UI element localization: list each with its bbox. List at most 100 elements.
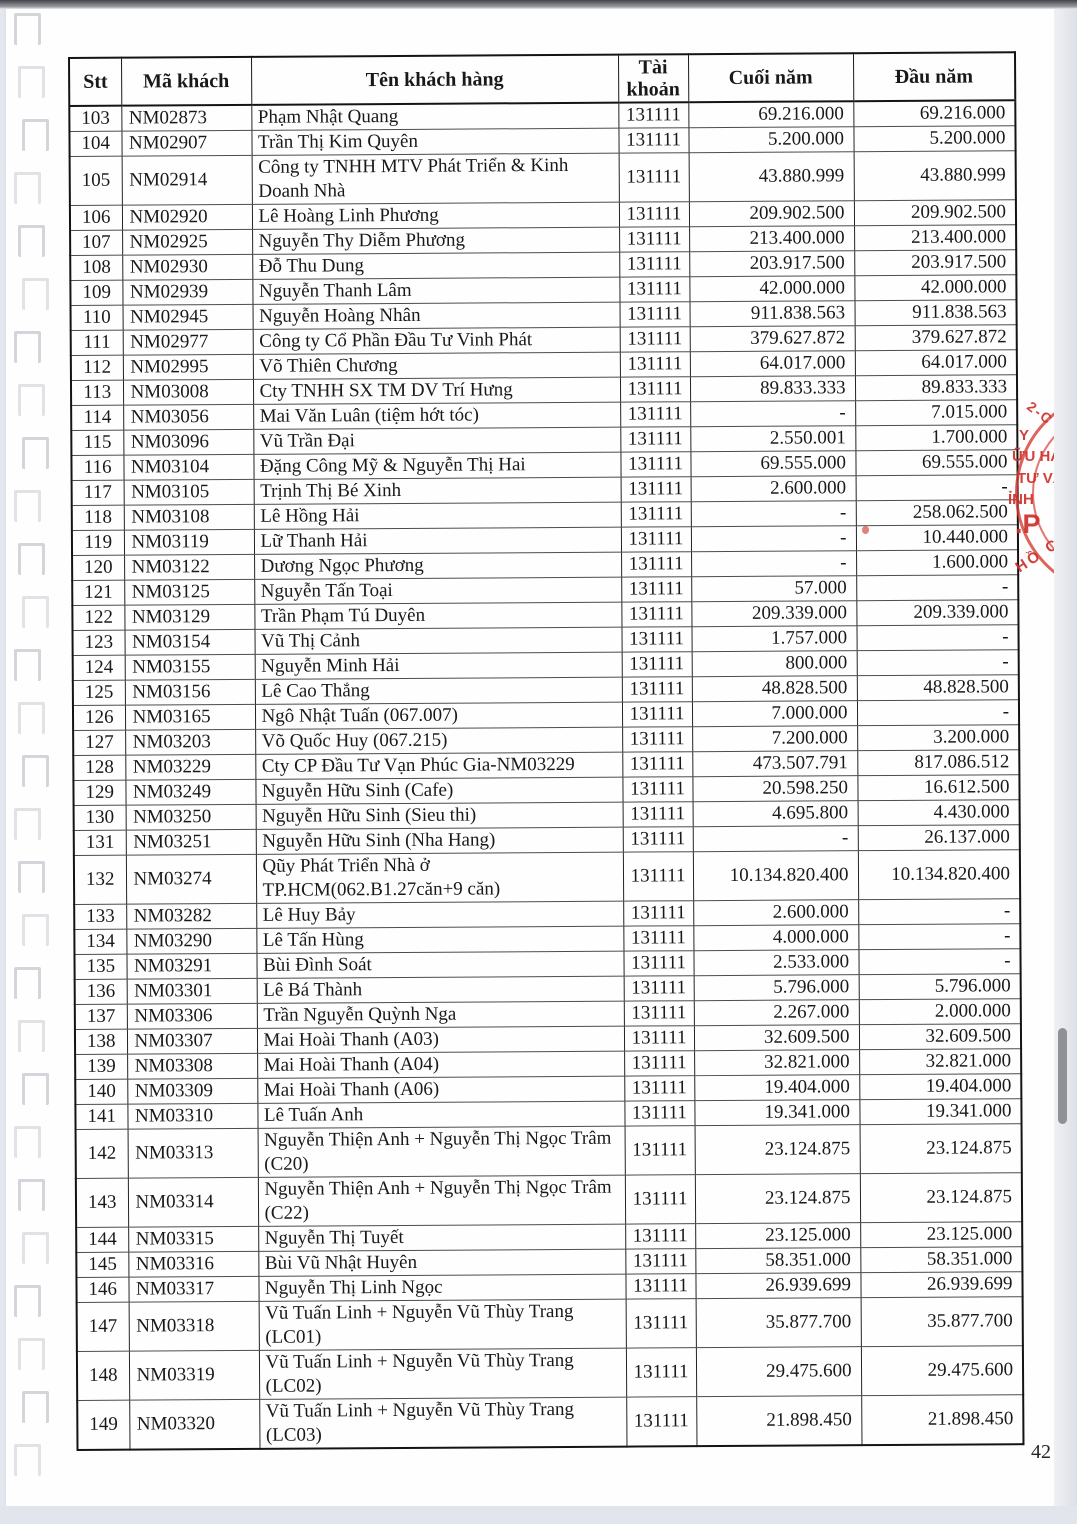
cell-ma_khach: NM03306	[126, 1003, 257, 1030]
cell-dau_nam: 21.898.450	[861, 1394, 1024, 1446]
cell-tai_khoan: 131111	[620, 526, 692, 553]
cell-stt: 112	[70, 355, 123, 381]
cell-dau_nam: -	[856, 699, 1020, 726]
cell-ma_khach: NM02939	[122, 279, 253, 306]
cell-dau_nam: -	[858, 948, 1021, 975]
binding-hole	[18, 1020, 45, 1052]
binding-hole	[14, 172, 41, 204]
cell-tai_khoan: 131111	[625, 1248, 696, 1275]
cell-tai_khoan: 131111	[623, 925, 694, 952]
cell-dau_nam: 10.134.820.400	[857, 849, 1021, 900]
cell-ma_khach: NM02945	[122, 304, 253, 331]
cell-dau_nam: 89.833.333	[854, 374, 1018, 401]
cell-stt: 124	[72, 655, 125, 681]
cell-stt: 129	[73, 780, 126, 806]
cell-cuoi_nam: 35.877.700	[695, 1297, 861, 1348]
cell-ma_khach: NM03108	[123, 504, 254, 531]
cell-ma_khach: NM03315	[128, 1226, 259, 1253]
cell-cuoi_nam: 203.917.500	[689, 250, 855, 277]
cell-stt: 142	[75, 1129, 128, 1179]
cell-dau_nam: 26.939.699	[860, 1271, 1023, 1298]
header-cell-dau_nam: Đầu năm	[852, 52, 1016, 102]
cell-ma_khach: NM03320	[129, 1399, 260, 1450]
cell-cuoi_nam: 7.200.000	[692, 725, 858, 752]
cell-stt: 127	[73, 730, 126, 756]
cell-ten_khach_hang: Lê Tấn Hùng	[256, 926, 624, 954]
cell-ten_khach_hang: Võ Thiên Chương	[252, 352, 620, 380]
cell-ten_khach_hang: Cty TNHH SX TM DV Trí Hưng	[252, 377, 621, 405]
cell-ten_khach_hang: Đặng Công Mỹ & Nguyễn Thị Hai	[253, 452, 621, 480]
cell-cuoi_nam: 21.898.450	[696, 1395, 862, 1447]
cell-ten_khach_hang: Nguyễn Thy Diễm Phương	[252, 227, 620, 255]
cell-tai_khoan: 131111	[624, 1125, 695, 1176]
table-row: 149 NM03320 Vũ Tuấn Linh + Nguyễn Vũ Thùy …	[77, 1394, 1024, 1450]
cell-cuoi_nam: 2.533.000	[693, 949, 859, 976]
cell-dau_nam: 3.200.000	[857, 724, 1020, 751]
binding-hole	[18, 702, 45, 734]
table-row: 105 NM02914 Công ty TNHH MTV Phát Triển & …	[69, 150, 1016, 206]
cell-dau_nam: 35.877.700	[860, 1296, 1023, 1347]
cell-stt: 132	[73, 855, 127, 905]
cell-ten_khach_hang: Nguyễn Hữu Sinh (Sieu thi)	[255, 802, 623, 830]
cell-cuoi_nam: 5.796.000	[693, 974, 859, 1001]
cell-ma_khach: NM03155	[124, 654, 255, 681]
cell-ten_khach_hang: Nguyễn Minh Hải	[254, 652, 622, 680]
cell-cuoi_nam: -	[692, 825, 858, 852]
cell-tai_khoan: 131111	[620, 501, 691, 528]
cell-stt: 148	[76, 1351, 130, 1401]
cell-dau_nam: -	[855, 474, 1018, 501]
cell-dau_nam: 2.000.000	[858, 998, 1021, 1025]
cell-dau_nam: 23.124.875	[859, 1172, 1023, 1223]
stamp-text-fragment: 2-C	[1024, 398, 1054, 428]
cell-ten_khach_hang: Mai Hoài Thanh (A03)	[256, 1026, 625, 1054]
table-row: 148 NM03319 Vũ Tuấn Linh + Nguyễn Vũ Thùy …	[76, 1345, 1024, 1401]
cell-stt: 107	[70, 230, 123, 256]
cell-ma_khach: NM03249	[125, 779, 256, 806]
cell-stt: 114	[71, 405, 124, 431]
binding-hole	[18, 66, 45, 98]
cell-ma_khach: NM03251	[125, 829, 256, 856]
binding-hole	[18, 1179, 45, 1211]
cell-ten_khach_hang: Dương Ngọc Phương	[254, 552, 622, 580]
cell-cuoi_nam: 89.833.333	[689, 375, 856, 402]
cell-dau_nam: 23.125.000	[860, 1221, 1023, 1248]
cell-dau_nam: 10.440.000	[855, 524, 1019, 551]
cell-stt: 116	[71, 455, 124, 481]
cell-dau_nam: -	[858, 923, 1021, 950]
cell-tai_khoan: 131111	[625, 1298, 696, 1349]
cell-cuoi_nam: 23.125.000	[695, 1222, 861, 1249]
cell-tai_khoan: 131111	[619, 276, 690, 303]
cell-tai_khoan: 131111	[621, 601, 692, 628]
cell-cuoi_nam: 1.757.000	[691, 625, 857, 652]
cell-tai_khoan: 131111	[618, 102, 689, 129]
cell-cuoi_nam: 20.598.250	[692, 775, 858, 802]
cell-tai_khoan: 131111	[625, 1223, 696, 1250]
cell-dau_nam: 7.015.000	[855, 399, 1018, 426]
cell-cuoi_nam: 911.838.563	[689, 300, 855, 327]
cell-stt: 128	[73, 755, 126, 781]
binding-hole	[22, 278, 49, 310]
cell-ten_khach_hang: Vũ Thị Cảnh	[254, 627, 622, 655]
cell-tai_khoan: 131111	[626, 1396, 697, 1447]
cell-dau_nam: 48.828.500	[856, 674, 1019, 701]
cell-stt: 149	[77, 1400, 130, 1450]
cell-dau_nam: 4.430.000	[857, 799, 1020, 826]
cell-stt: 113	[70, 380, 124, 406]
cell-stt: 122	[72, 605, 125, 631]
cell-stt: 117	[71, 480, 124, 506]
cell-dau_nam: 43.880.999	[853, 150, 1016, 201]
scrollbar-thumb[interactable]	[1058, 1028, 1067, 1124]
cell-tai_khoan: 131111	[619, 301, 690, 328]
cell-tai_khoan: 131111	[625, 1273, 696, 1300]
customer-balance-table: Stt Mã khách Tên khách hàng Tài khoản Cuối n…	[68, 51, 1025, 1451]
cell-tai_khoan: 131111	[618, 127, 689, 154]
cell-ma_khach: NM02873	[121, 104, 252, 132]
cell-stt: 111	[70, 330, 123, 356]
cell-tai_khoan: 131111	[621, 576, 692, 603]
cell-ten_khach_hang: Nguyễn Hữu Sinh (Cafe)	[255, 777, 623, 805]
cell-ma_khach: NM03119	[123, 529, 255, 556]
binding-hole	[18, 861, 45, 893]
binding-hole	[22, 755, 49, 787]
cell-tai_khoan: 131111	[622, 751, 693, 778]
cell-ma_khach: NM02907	[121, 130, 252, 157]
